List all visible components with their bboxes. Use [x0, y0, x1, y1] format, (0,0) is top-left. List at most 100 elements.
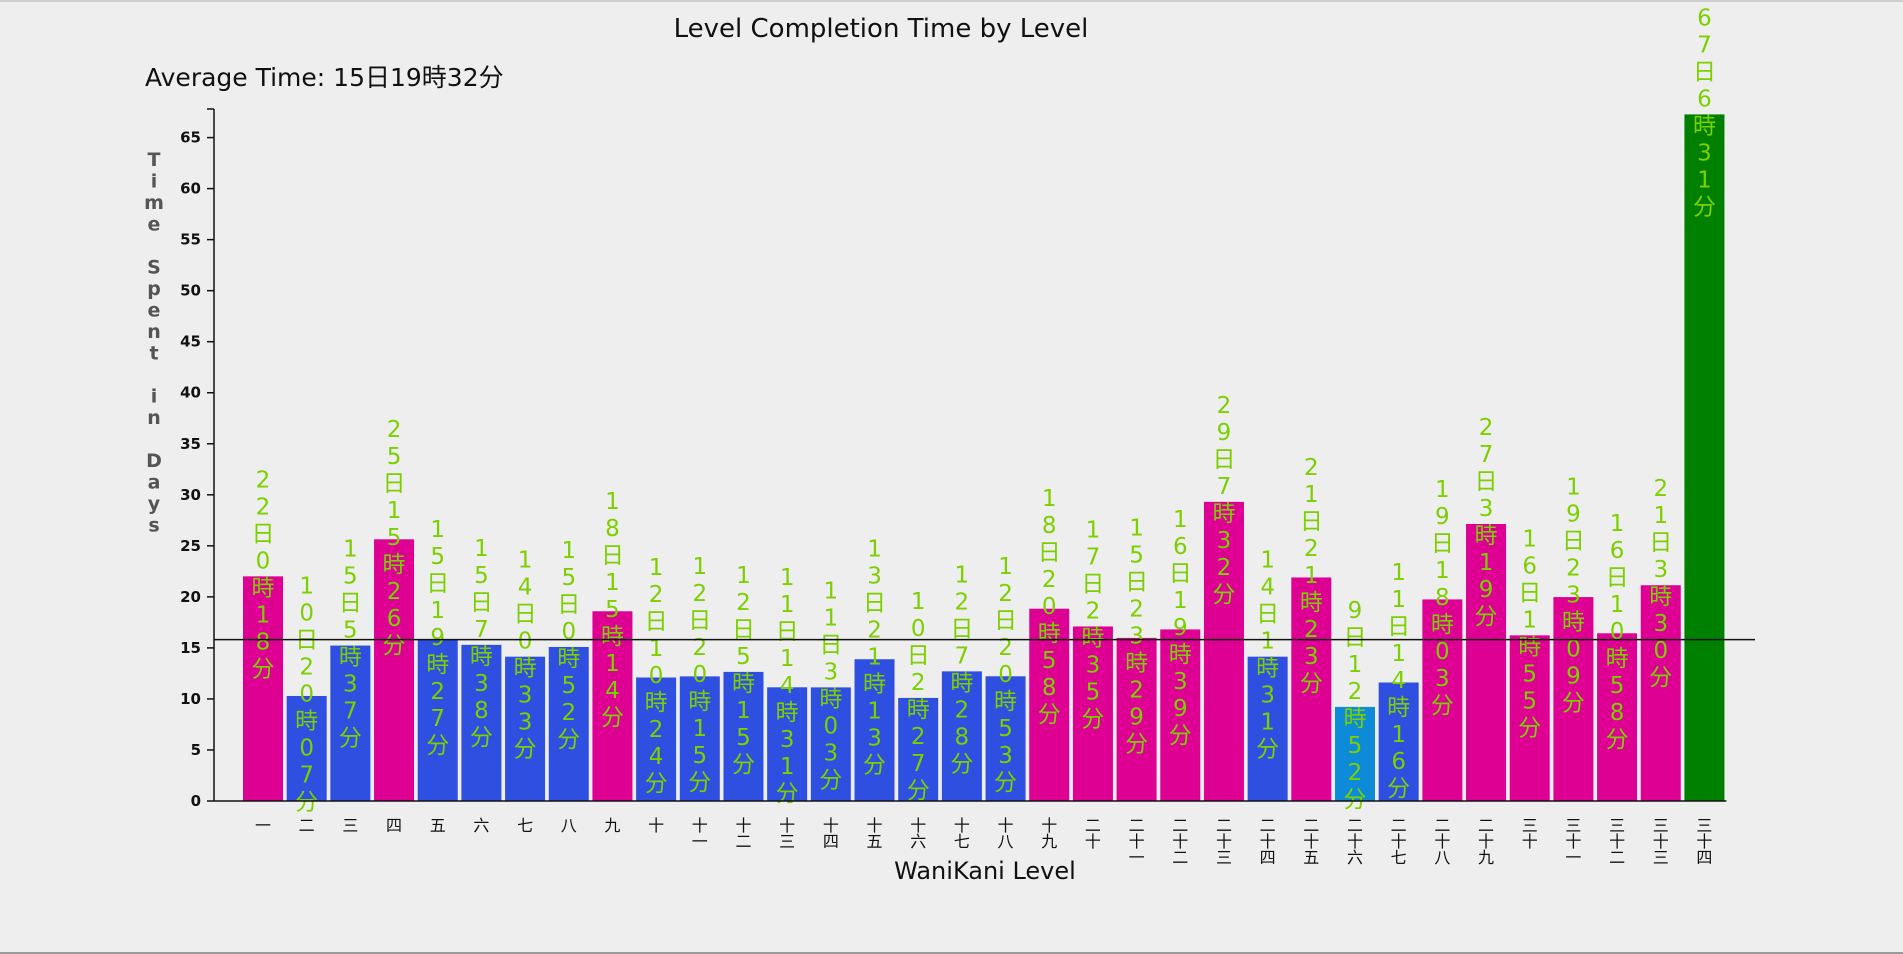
x-tick-label: 十一: [692, 816, 708, 851]
y-tick-label: 50: [180, 282, 201, 300]
x-tick-label: 二十二: [1172, 816, 1188, 867]
y-tick-label: 5: [191, 741, 201, 759]
bar[interactable]: [243, 576, 283, 801]
bar[interactable]: [1247, 656, 1288, 801]
x-tick-label: 十九: [1041, 816, 1057, 851]
bar[interactable]: [898, 697, 939, 801]
y-tick-label: 10: [180, 690, 201, 708]
y-tick-label: 25: [180, 537, 201, 555]
x-tick-label: 二十五: [1303, 816, 1319, 867]
value-labels-group: 2 2 日 0 時 1 8 分 1 0 日 2 0 時 0 7 分 1 5 日 5 時 3 7 分 2 5 日 1 5 時 2 6 分 1 5 日 1 9 時…: [252, 5, 1716, 815]
bottom-border: [0, 952, 1903, 954]
x-tick-label: 五: [430, 816, 446, 835]
bar[interactable]: [330, 645, 371, 801]
bar[interactable]: [854, 659, 895, 801]
bar[interactable]: [1291, 577, 1332, 801]
bar[interactable]: [941, 671, 982, 801]
x-tick-label: 七: [517, 816, 533, 835]
bar[interactable]: [1422, 599, 1463, 801]
bar[interactable]: [1466, 523, 1507, 801]
x-tick-label: 二十一: [1129, 816, 1145, 867]
average-time-text: Average Time: 15日19時32分: [145, 63, 504, 92]
bar[interactable]: [374, 539, 415, 801]
bar[interactable]: [636, 677, 677, 801]
x-tick-label: 三十二: [1609, 816, 1625, 867]
bar[interactable]: [461, 644, 502, 801]
bars-group: [243, 114, 1725, 802]
bar[interactable]: [985, 676, 1026, 801]
bar[interactable]: [767, 687, 808, 801]
bar[interactable]: [1640, 585, 1681, 801]
x-tick-label: 三十: [1522, 816, 1538, 851]
bar[interactable]: [1160, 629, 1201, 801]
top-border: [0, 0, 1903, 2]
bar[interactable]: [286, 695, 327, 801]
bar[interactable]: [1029, 608, 1070, 801]
x-tick-label: 二: [299, 816, 315, 835]
bar[interactable]: [1335, 706, 1375, 801]
x-tick-label: 二十六: [1347, 816, 1363, 867]
y-tick-label: 30: [180, 486, 201, 504]
bar[interactable]: [1072, 626, 1113, 801]
bar[interactable]: [592, 611, 633, 801]
x-tick-label: 二十: [1085, 816, 1101, 851]
bar[interactable]: [1553, 597, 1594, 801]
bar[interactable]: [1378, 682, 1419, 801]
x-tick-label: 二十八: [1434, 816, 1450, 867]
bar[interactable]: [679, 676, 720, 801]
bar[interactable]: [417, 639, 458, 801]
bar[interactable]: [1203, 501, 1244, 801]
x-tick-label: 十五: [867, 816, 883, 851]
bar[interactable]: [1116, 637, 1157, 801]
x-axis-label: WaniKani Level: [894, 857, 1076, 885]
x-tick-label: 十七: [954, 816, 970, 851]
bar[interactable]: [1597, 633, 1638, 801]
y-tick-label: 35: [180, 435, 201, 453]
x-tick-label: 十八: [998, 816, 1014, 851]
bar[interactable]: [1684, 114, 1725, 802]
x-tick-label: 三十三: [1653, 816, 1669, 867]
x-tick-label: 三十四: [1696, 816, 1712, 867]
x-tick-label: 九: [604, 816, 620, 835]
x-tick-label: 十二: [735, 816, 751, 851]
x-tick-label: 二十三: [1216, 816, 1232, 867]
x-tick-label: 十: [648, 816, 664, 835]
bar[interactable]: [1509, 635, 1550, 801]
bar[interactable]: [548, 646, 589, 801]
y-tick-label: 55: [180, 231, 201, 249]
x-tick-label: 六: [473, 816, 489, 835]
bar[interactable]: [723, 671, 764, 801]
y-tick-label: 65: [180, 129, 201, 147]
bar[interactable]: [505, 656, 546, 801]
bar[interactable]: [810, 687, 851, 801]
y-tick-label: 15: [180, 639, 201, 657]
